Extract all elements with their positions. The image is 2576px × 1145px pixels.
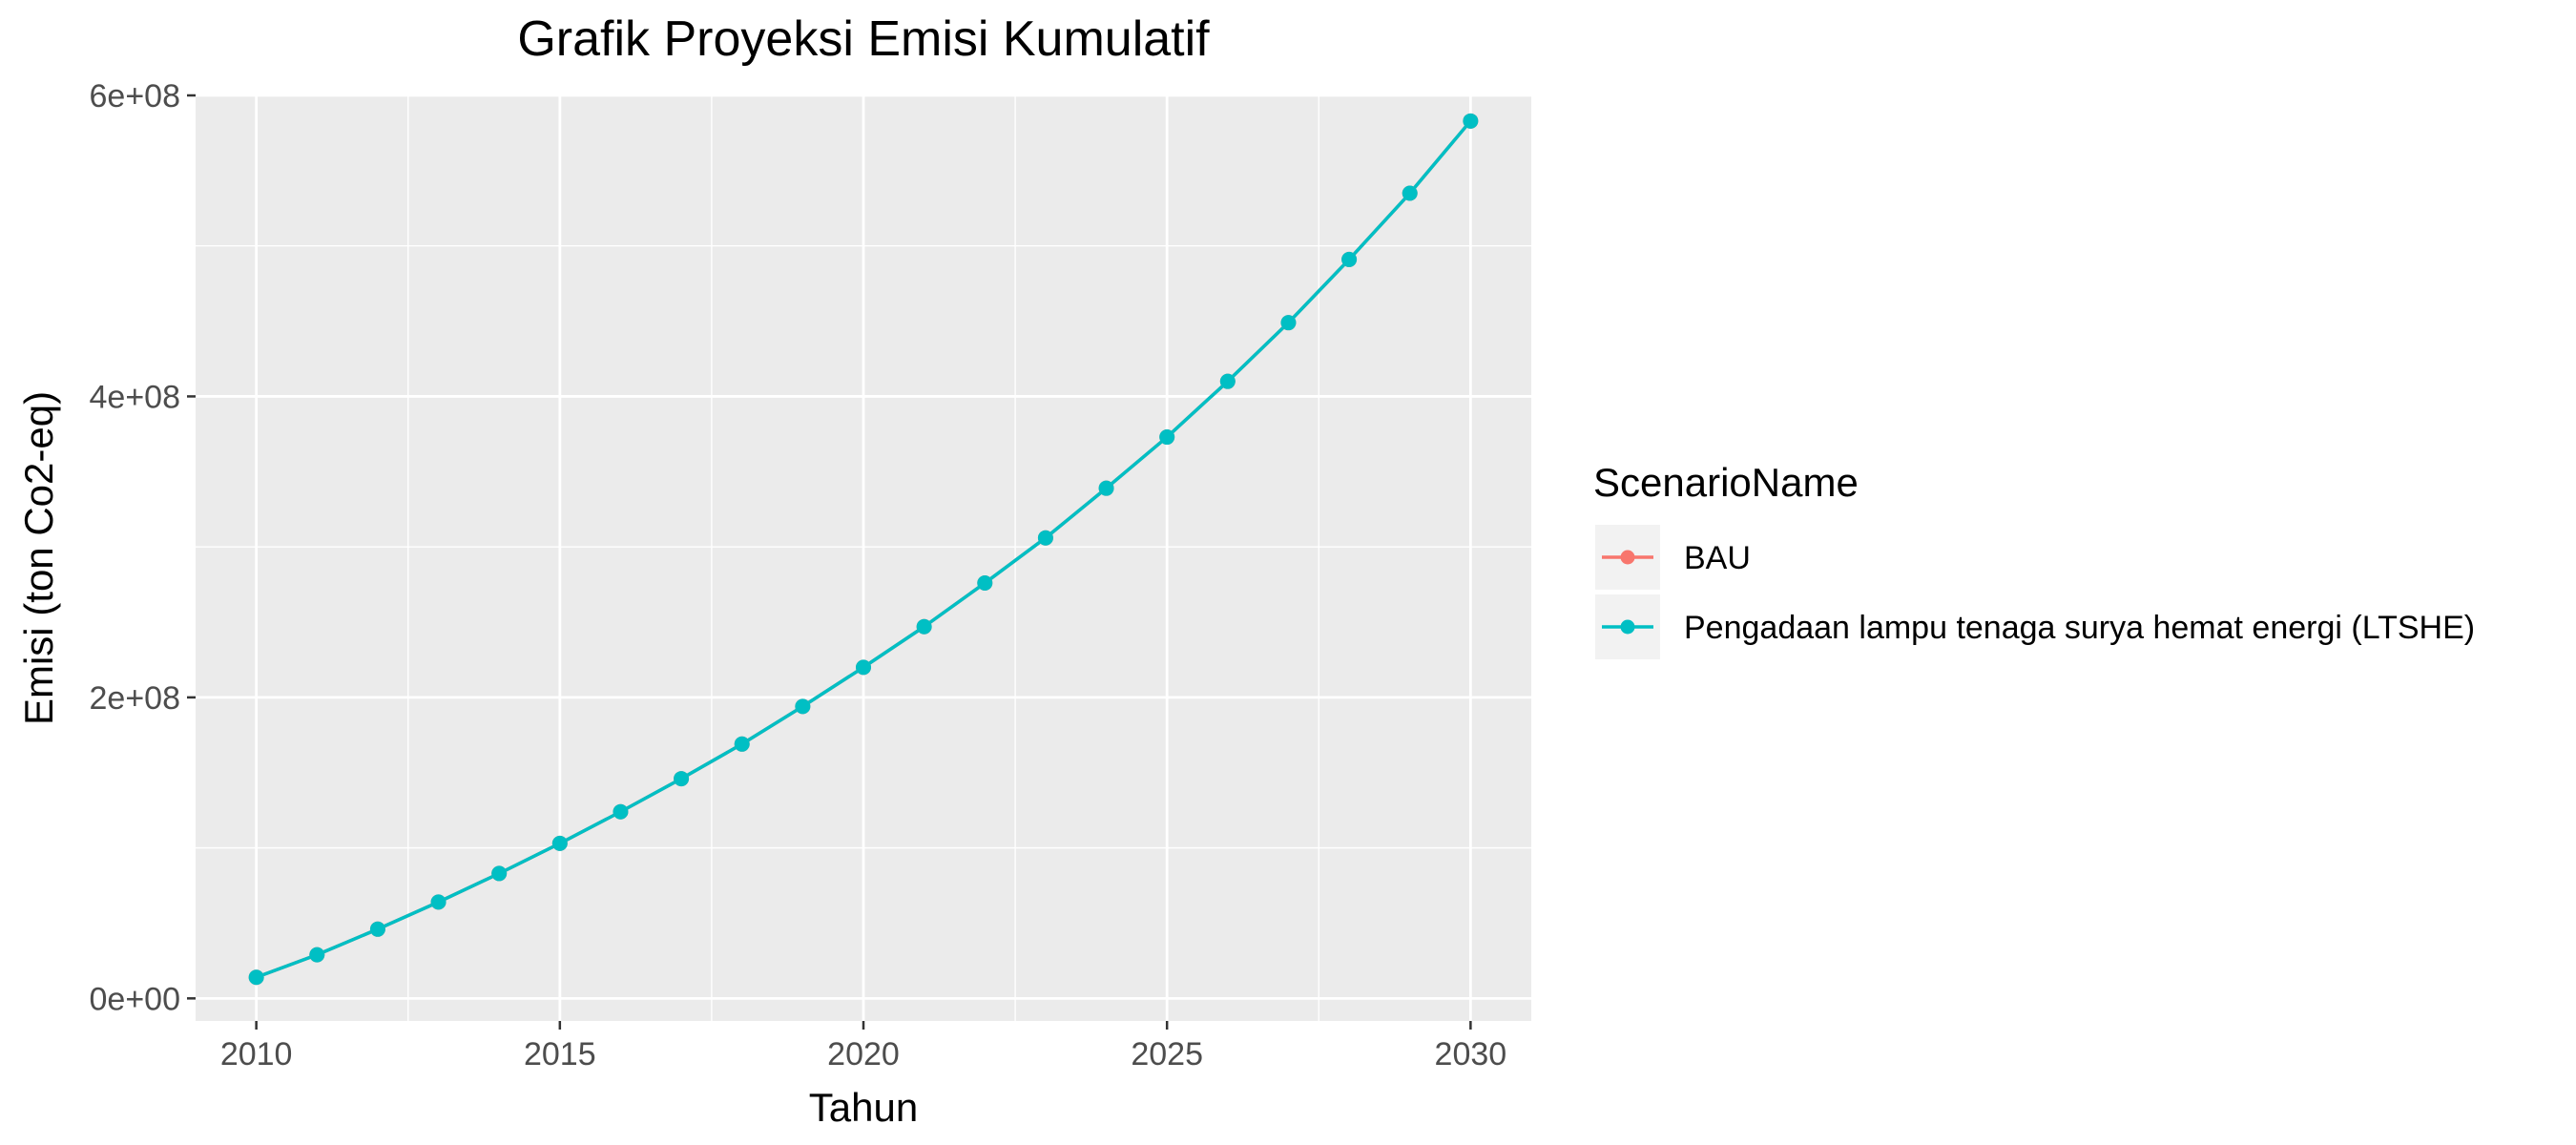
data-point-series-1 bbox=[1341, 251, 1358, 267]
data-point-series-1 bbox=[916, 618, 932, 635]
data-point-series-1 bbox=[734, 736, 750, 752]
data-point-series-1 bbox=[674, 771, 690, 787]
data-point-series-1 bbox=[248, 969, 264, 986]
x-tick-label: 2025 bbox=[1131, 1036, 1203, 1072]
legend-key-point-ltshe bbox=[1620, 619, 1635, 635]
data-point-series-1 bbox=[1098, 480, 1114, 496]
data-point-series-1 bbox=[1219, 373, 1236, 389]
series-layer bbox=[248, 113, 1479, 986]
data-point-series-1 bbox=[551, 835, 568, 851]
grid-lines bbox=[196, 94, 1531, 1021]
data-point-series-1 bbox=[977, 575, 993, 592]
x-tick-label: 2020 bbox=[827, 1036, 900, 1072]
legend-label-bau: BAU bbox=[1684, 540, 1751, 576]
y-tick-label: 6e+08 bbox=[90, 78, 181, 114]
data-point-series-1 bbox=[1037, 530, 1053, 546]
legend-title: ScenarioName bbox=[1593, 460, 1859, 505]
chart-title: Grafik Proyeksi Emisi Kumulatif bbox=[517, 11, 1210, 67]
data-point-series-1 bbox=[795, 698, 811, 715]
data-point-series-1 bbox=[1280, 315, 1297, 331]
x-tick-label: 2030 bbox=[1435, 1036, 1507, 1072]
x-tick-label: 2015 bbox=[524, 1036, 596, 1072]
data-point-series-1 bbox=[1402, 185, 1418, 201]
legend-label-ltshe: Pengadaan lampu tenaga surya hemat energ… bbox=[1684, 610, 2475, 646]
y-axis-title: Emisi (ton Co2-eq) bbox=[16, 391, 61, 725]
data-point-series-1 bbox=[856, 659, 871, 676]
data-point-series-1 bbox=[430, 894, 447, 910]
axes: 2010 2015 2020 2025 2030 0e+00 2e+08 4e+08 6e+08 bbox=[90, 78, 1507, 1072]
data-point-series-1 bbox=[1463, 113, 1479, 129]
y-tick-label: 2e+08 bbox=[90, 680, 181, 717]
y-tick-label: 4e+08 bbox=[90, 379, 181, 415]
x-tick-label: 2010 bbox=[220, 1036, 293, 1072]
data-point-series-1 bbox=[369, 921, 385, 937]
legend: ScenarioName BAU Pengadaan lampu tenaga … bbox=[1593, 460, 2475, 659]
data-point-series-1 bbox=[491, 865, 508, 882]
x-axis-title: Tahun bbox=[809, 1085, 918, 1130]
legend-key-point-bau bbox=[1620, 550, 1635, 565]
data-point-series-1 bbox=[1159, 429, 1175, 446]
data-point-series-1 bbox=[309, 947, 325, 963]
data-point-series-1 bbox=[613, 803, 629, 820]
y-tick-label: 0e+00 bbox=[90, 981, 181, 1017]
